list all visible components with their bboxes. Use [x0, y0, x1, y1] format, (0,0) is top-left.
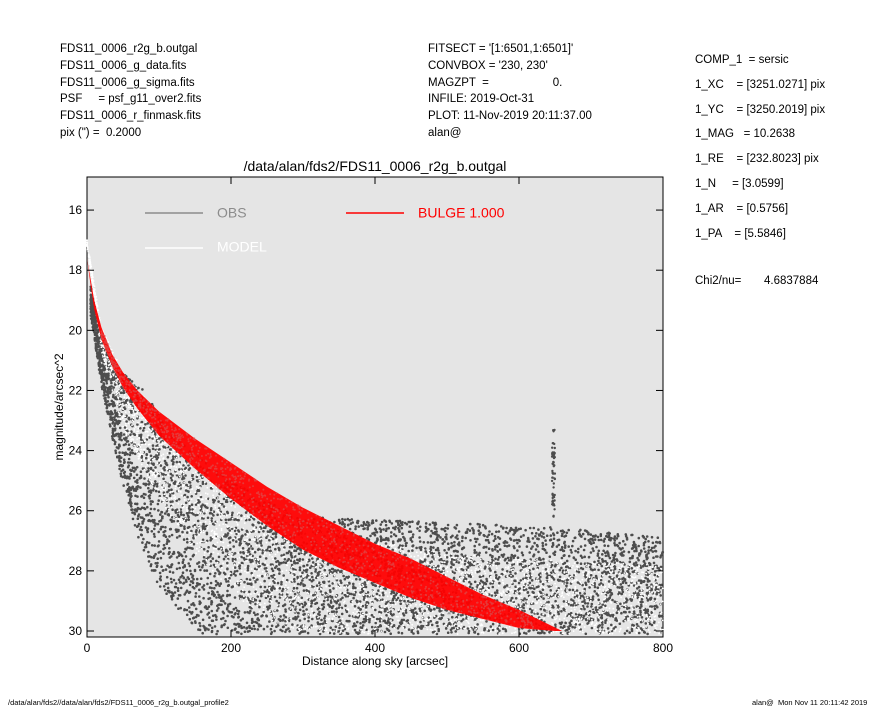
- header-left: FDS11_0006_r2g_b.outgal FDS11_0006_g_dat…: [60, 41, 201, 142]
- x-tick-label-200: 200: [221, 641, 241, 655]
- x-tick-label-800: 800: [653, 641, 673, 655]
- x-tick-label-400: 400: [365, 641, 385, 655]
- legend-label-2: BULGE 1.000: [418, 205, 505, 221]
- legend-label-1: MODEL: [217, 239, 267, 255]
- y-tick-label-26: 26: [69, 504, 83, 518]
- x-axis-label: Distance along sky [arcsec]: [302, 654, 448, 668]
- chi2-label: Chi2/nu=: [695, 275, 742, 287]
- header-mid-line-2: CONVBOX = '230, 230': [428, 59, 548, 72]
- param-ar: 1_AR = [0.5756]: [695, 202, 789, 215]
- header-left-line-4: PSF = psf_g11_over2.fits: [60, 93, 202, 106]
- chart-title: /data/alan/fds2/FDS11_0006_r2g_b.outgal: [244, 158, 507, 174]
- y-axis-label: magnitude/arcsec^2: [52, 353, 66, 460]
- series-bulge: [87, 258, 563, 631]
- series-obs: [89, 285, 665, 636]
- x-tick-label-600: 600: [509, 641, 529, 655]
- data-layer: [86, 239, 665, 636]
- header-left-line-2: FDS11_0006_g_data.fits: [60, 59, 187, 72]
- header-mid-line-4: INFILE: 2019-Oct-31: [428, 93, 535, 106]
- x-tick-label-0: 0: [84, 641, 91, 655]
- y-tick-label-18: 18: [69, 263, 83, 277]
- param-comp: COMP_1 = sersic: [695, 54, 789, 66]
- header-mid: FITSECT = '[1:6501,1:6501]' CONVBOX = '2…: [428, 41, 592, 142]
- y-tick-label-22: 22: [69, 383, 83, 397]
- y-tick-label-20: 20: [69, 323, 83, 337]
- header-left-line-5: FDS11_0006_r_finmask.fits: [60, 110, 202, 123]
- param-re: 1_RE = [232.8023] pix: [695, 153, 819, 166]
- points-obs: [89, 285, 665, 636]
- y-tick-label-28: 28: [69, 564, 83, 578]
- chi2-value: 4.6837884: [764, 275, 819, 287]
- header-mid-line-3: MAGZPT = 0.: [428, 76, 563, 89]
- header-left-line-6: pix (") = 0.2000: [60, 126, 142, 139]
- header-left-line-3: FDS11_0006_g_sigma.fits: [60, 76, 195, 89]
- legend: OBS MODEL BULGE 1.000: [145, 205, 505, 255]
- param-n: 1_N = [3.0599]: [695, 177, 784, 190]
- param-xc: 1_XC = [3251.0271] pix: [695, 78, 826, 91]
- axes: 0 200 400 600 800 16 18 20 22 24 26 28 30: [69, 177, 673, 655]
- param-yc: 1_YC = [3250.2019] pix: [695, 103, 826, 116]
- y-tick-label-24: 24: [69, 444, 83, 458]
- y-tick-label-30: 30: [69, 624, 83, 638]
- header-left-line-1: FDS11_0006_r2g_b.outgal: [60, 43, 198, 55]
- obs-peak: [550, 428, 557, 518]
- footer-right: alan@ Mon Nov 11 20:11:42 2019: [752, 698, 868, 707]
- header-mid-line-6: alan@: [428, 126, 462, 139]
- header-mid-line-5: PLOT: 11-Nov-2019 20:11:37.00: [428, 110, 592, 123]
- fit-parameters: COMP_1 = sersic 1_XC = [3251.0271] pix 1…: [695, 48, 825, 246]
- legend-label-0: OBS: [217, 205, 247, 221]
- footer-left: /data/alan/fds2//data/alan/fds2/FDS11_00…: [8, 698, 229, 707]
- header-mid-line-1: FITSECT = '[1:6501,1:6501]': [428, 43, 574, 55]
- param-mag: 1_MAG = 10.2638: [695, 128, 796, 141]
- param-pa: 1_PA = [5.5846]: [695, 227, 786, 240]
- y-tick-label-16: 16: [69, 203, 83, 217]
